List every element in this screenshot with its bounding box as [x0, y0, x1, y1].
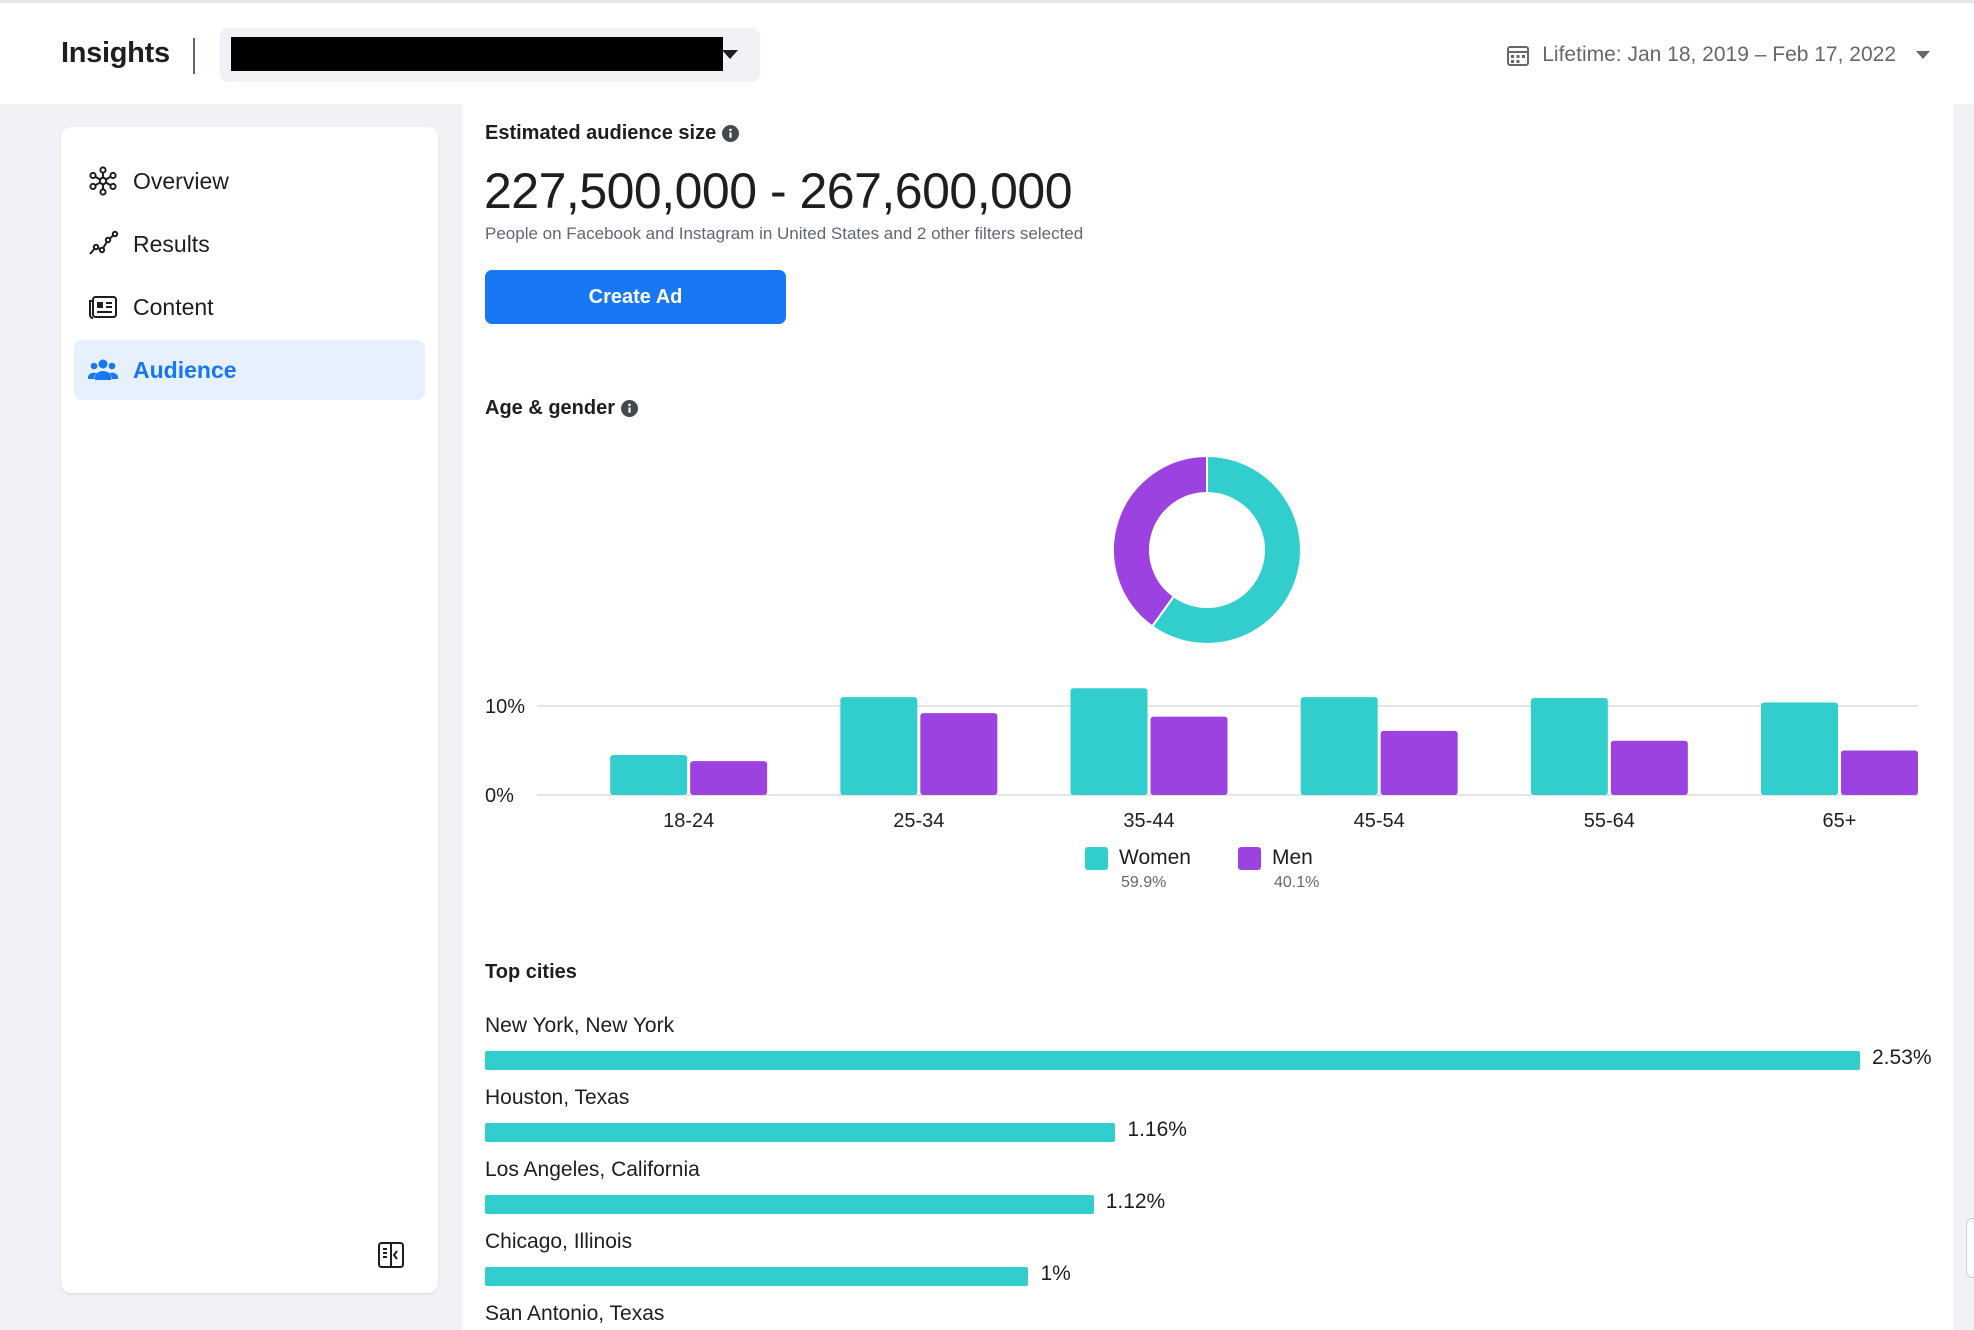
create-ad-button[interactable]: Create Ad — [485, 270, 786, 324]
page-title: Insights — [61, 37, 170, 69]
main-content: Estimated audience size 227,500,000 - 26… — [462, 104, 1953, 1330]
results-icon — [87, 228, 119, 260]
collapse-sidebar-icon — [378, 1242, 404, 1268]
x-tick-label: 25-34 — [893, 810, 944, 832]
audience-icon — [87, 354, 119, 386]
account-selector[interactable] — [220, 28, 760, 82]
top-cities-header: Top cities — [485, 961, 577, 984]
top-cities-title: Top cities — [485, 961, 577, 983]
info-icon[interactable] — [722, 125, 740, 142]
city-percent: 1.12% — [1105, 1190, 1166, 1213]
city-bar — [485, 1195, 1094, 1214]
age-gender-header: Age & gender — [485, 397, 639, 420]
city-bar — [485, 1267, 1029, 1286]
audience-size-title: Estimated audience size — [485, 122, 717, 144]
legend-percent: 40.1% — [1273, 874, 1320, 891]
city-name: New York, New York — [485, 1014, 675, 1037]
city-row: Chicago, Illinois 1% — [485, 1230, 1945, 1292]
city-name: Houston, Texas — [485, 1086, 630, 1109]
city-row: Los Angeles, California 1.12% — [485, 1158, 1945, 1220]
sidebar-item-label: Audience — [133, 356, 237, 383]
scrollbar[interactable] — [1966, 1218, 1974, 1278]
bar-women-18-24 — [610, 754, 688, 795]
date-range-label: Lifetime: Jan 18, 2019 – Feb 17, 2022 — [1542, 43, 1896, 66]
bar-men-45-54 — [1380, 730, 1458, 795]
bar-women-65+ — [1761, 702, 1838, 795]
bar-men-18-24 — [690, 761, 768, 795]
legend-percent: 59.9% — [1121, 874, 1167, 891]
sidebar-item-label: Overview — [133, 167, 229, 194]
collapse-sidebar-button[interactable] — [375, 1239, 407, 1271]
city-percent: 1.16% — [1127, 1118, 1187, 1141]
sidebar-item-audience[interactable]: Audience — [74, 340, 425, 400]
x-tick-label: 65+ — [1823, 810, 1857, 832]
overview-icon — [87, 165, 119, 197]
y-tick-label: 10% — [485, 696, 525, 718]
sidebar-item-overview[interactable]: Overview — [74, 151, 425, 211]
date-range-selector[interactable]: Lifetime: Jan 18, 2019 – Feb 17, 2022 — [1506, 37, 1930, 73]
legend-item-men[interactable]: Men 40.1% — [1237, 846, 1320, 892]
x-tick-label: 35-44 — [1123, 810, 1174, 832]
bar-women-45-54 — [1300, 697, 1378, 795]
bar-men-55-64 — [1610, 740, 1688, 795]
x-tick-label: 18-24 — [663, 810, 714, 832]
legend-label: Women — [1119, 846, 1191, 869]
audience-size-value: 227,500,000 - 267,600,000 — [484, 163, 1073, 219]
sidebar-item-label: Results — [133, 230, 210, 257]
legend-swatch-men — [1237, 846, 1261, 870]
city-row: Houston, Texas 1.16% — [485, 1086, 1945, 1148]
audience-size-header: Estimated audience size — [485, 122, 740, 145]
y-tick-label: 0% — [485, 785, 514, 807]
city-row: New York, New York 2.53% — [485, 1014, 1945, 1076]
content-icon — [87, 291, 119, 323]
sidebar-item-label: Content — [133, 293, 214, 320]
city-percent: 2.53% — [1872, 1046, 1932, 1069]
donut-slice-men — [1112, 454, 1208, 628]
legend-item-women[interactable]: Women 59.9% — [1085, 846, 1191, 892]
title-divider — [193, 38, 195, 74]
city-bar — [485, 1123, 1116, 1142]
city-name: Chicago, Illinois — [485, 1230, 633, 1253]
sidebar: Overview Results — [61, 127, 438, 1293]
age-gender-chart: 0% 10% 18-24 25-34 35-44 45-54 55-64 65+ — [485, 454, 1918, 832]
chart-legend: Women 59.9% Men 40.1% — [1085, 846, 1319, 892]
x-tick-label: 55-64 — [1584, 810, 1635, 832]
sidebar-item-results[interactable]: Results — [74, 214, 425, 274]
city-row: San Antonio, Texas — [485, 1302, 1945, 1330]
bar-women-55-64 — [1530, 697, 1608, 795]
city-name: San Antonio, Texas — [485, 1302, 665, 1325]
legend-swatch-women — [1085, 846, 1108, 870]
age-gender-title: Age & gender — [485, 397, 616, 419]
city-bar — [485, 1051, 1860, 1070]
bar-men-35-44 — [1150, 716, 1228, 795]
calendar-icon — [1507, 46, 1530, 66]
info-icon[interactable] — [621, 400, 639, 417]
top-bar: Insights Lifetime: Jan 18, 2019 – Feb 17… — [0, 0, 1974, 104]
city-name: Los Angeles, California — [485, 1158, 700, 1181]
donut-slice-women — [1150, 454, 1302, 645]
bar-women-35-44 — [1070, 688, 1148, 795]
legend-label: Men — [1271, 846, 1313, 869]
audience-size-description: People on Facebook and Instagram in Unit… — [485, 224, 1084, 243]
chevron-down-icon — [1916, 51, 1930, 59]
bar-men-65+ — [1841, 750, 1918, 795]
bar-women-25-34 — [840, 697, 918, 795]
chevron-down-icon — [722, 50, 738, 59]
bar-men-25-34 — [920, 713, 998, 795]
city-percent: 1% — [1040, 1262, 1071, 1285]
redacted-account-name — [231, 37, 723, 71]
sidebar-item-content[interactable]: Content — [74, 277, 425, 337]
x-tick-label: 45-54 — [1354, 810, 1405, 832]
